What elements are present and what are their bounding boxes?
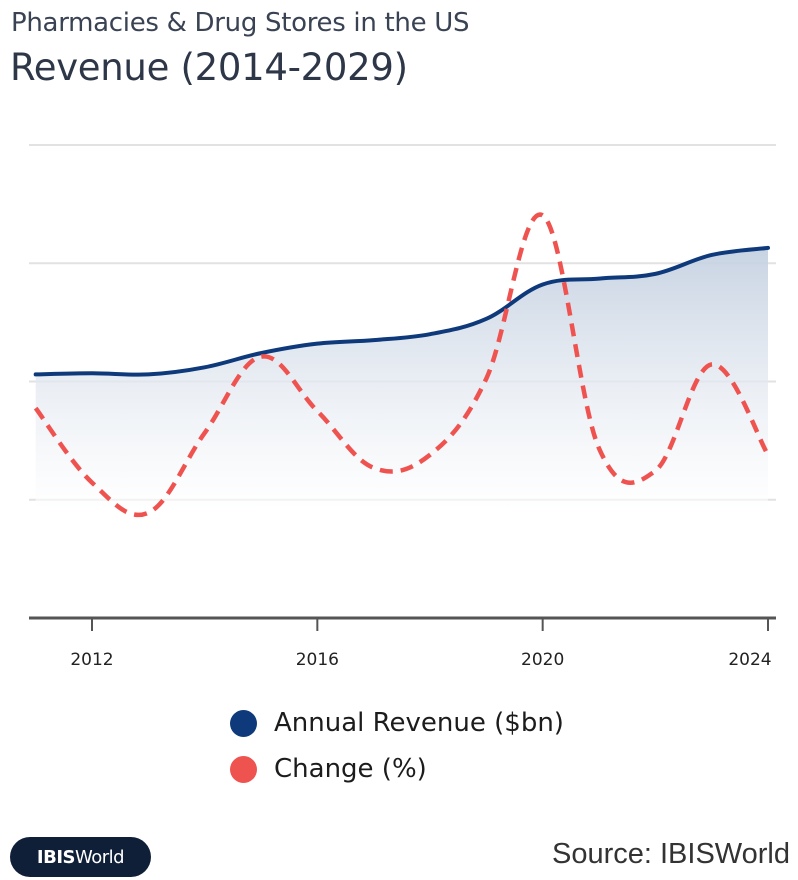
revenue-point[interactable] xyxy=(30,368,42,380)
revenue-area xyxy=(35,247,768,510)
change-point[interactable] xyxy=(142,507,154,519)
legend-label-revenue: Annual Revenue ($bn) xyxy=(274,708,564,738)
x-tick-label: 2024 xyxy=(728,650,771,670)
change-point[interactable] xyxy=(30,402,42,414)
revenue-point[interactable] xyxy=(368,334,380,346)
revenue-dot-icon xyxy=(230,709,257,737)
change-point[interactable] xyxy=(762,449,774,461)
legend: Annual Revenue ($bn) Change (%) xyxy=(230,700,564,792)
change-point[interactable] xyxy=(255,351,267,363)
change-point[interactable] xyxy=(368,462,380,474)
change-point[interactable] xyxy=(480,373,492,385)
revenue-point[interactable] xyxy=(86,367,98,379)
change-point[interactable] xyxy=(593,442,605,454)
change-line xyxy=(33,212,770,517)
logo-regular: World xyxy=(74,846,125,868)
revenue-point[interactable] xyxy=(593,273,605,285)
legend-item-change[interactable]: Change (%) xyxy=(230,746,564,792)
revenue-point[interactable] xyxy=(311,338,323,350)
revenue-point[interactable] xyxy=(142,368,154,380)
logo-bold: IBIS xyxy=(36,846,76,868)
change-point[interactable] xyxy=(537,209,549,221)
revenue-line xyxy=(33,245,770,377)
legend-label-change: Change (%) xyxy=(274,754,427,784)
line-chart: 2012 2016 2020 2024 xyxy=(29,144,776,670)
change-point[interactable] xyxy=(311,405,323,417)
revenue-point[interactable] xyxy=(199,361,211,373)
change-point[interactable] xyxy=(86,477,98,489)
revenue-point[interactable] xyxy=(537,279,549,291)
source-credit: Source: IBISWorld xyxy=(551,838,790,870)
chart-title: Revenue (2014-2029) xyxy=(10,46,408,89)
x-tick-label: 2012 xyxy=(70,650,113,670)
legend-item-revenue[interactable]: Annual Revenue ($bn) xyxy=(230,700,564,746)
change-point[interactable] xyxy=(706,358,718,370)
chart-subtitle: Pharmacies & Drug Stores in the US xyxy=(11,8,470,38)
revenue-point[interactable] xyxy=(706,249,718,261)
change-point[interactable] xyxy=(424,449,436,461)
change-point[interactable] xyxy=(649,465,661,477)
revenue-point[interactable] xyxy=(480,313,492,325)
ibisworld-logo[interactable]: IBIS World xyxy=(10,837,151,877)
revenue-point[interactable] xyxy=(424,328,436,340)
x-tick-label: 2020 xyxy=(521,650,564,670)
x-tick-label: 2016 xyxy=(296,650,339,670)
revenue-point[interactable] xyxy=(762,242,774,254)
revenue-point[interactable] xyxy=(649,268,661,280)
change-point[interactable] xyxy=(199,427,211,439)
change-dot-icon xyxy=(230,755,257,783)
